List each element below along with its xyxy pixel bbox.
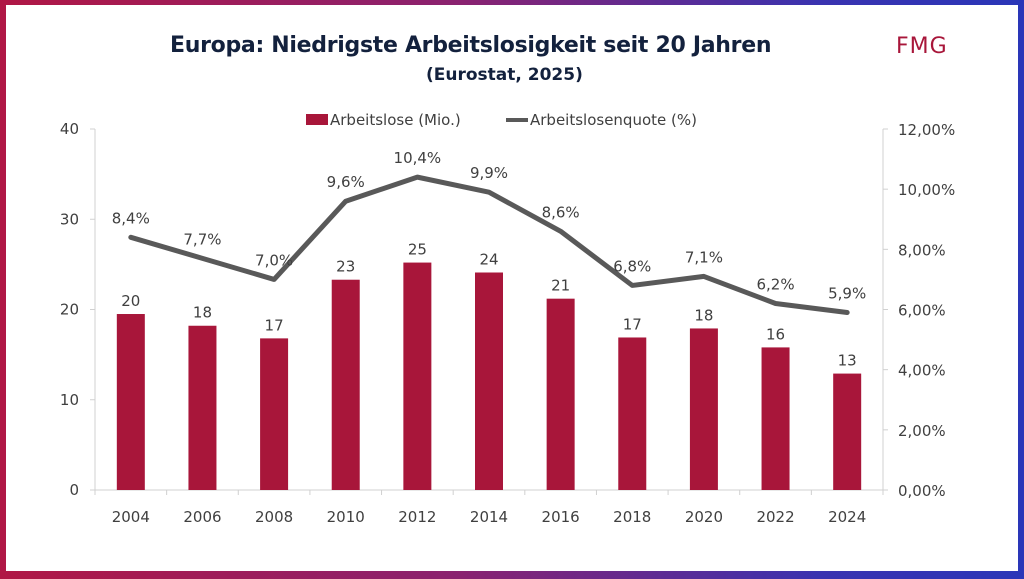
bar bbox=[331, 279, 360, 490]
line-data-label: 8,6% bbox=[542, 203, 580, 221]
bar-data-label: 17 bbox=[265, 316, 284, 334]
x-axis-tick-label: 2016 bbox=[542, 508, 580, 526]
bar bbox=[260, 338, 289, 490]
legend-swatch-bar bbox=[306, 114, 328, 125]
bar bbox=[546, 298, 575, 490]
bar bbox=[618, 337, 647, 490]
bar-data-label: 23 bbox=[336, 258, 355, 276]
right-axis-tick-label: 0,00% bbox=[898, 482, 946, 500]
x-axis-tick-label: 2018 bbox=[613, 508, 651, 526]
fmg-logo: FMG bbox=[896, 34, 948, 59]
legend-label-line: Arbeitslosenquote (%) bbox=[530, 111, 697, 129]
right-axis-tick-label: 10,00% bbox=[898, 181, 955, 199]
line-data-label: 7,1% bbox=[685, 248, 723, 266]
line-series bbox=[128, 174, 850, 316]
left-axis-tick-label: 30 bbox=[60, 210, 79, 228]
line-data-label: 7,0% bbox=[255, 251, 293, 269]
line-data-label: 9,6% bbox=[327, 173, 365, 191]
legend-label-bar: Arbeitslose (Mio.) bbox=[330, 111, 461, 129]
bar-data-label: 13 bbox=[838, 352, 857, 370]
bar bbox=[116, 314, 145, 490]
line-data-label: 9,9% bbox=[470, 164, 508, 182]
bar bbox=[689, 328, 718, 490]
bar bbox=[403, 262, 432, 490]
right-axis-tick-label: 4,00% bbox=[898, 362, 946, 380]
line-data-label: 7,7% bbox=[183, 230, 221, 248]
left-axis-tick-label: 20 bbox=[60, 301, 79, 319]
x-axis-tick-label: 2024 bbox=[828, 508, 866, 526]
right-axis-tick-label: 8,00% bbox=[898, 241, 946, 259]
line-data-label: 6,2% bbox=[756, 275, 794, 293]
bar-data-label: 18 bbox=[193, 304, 212, 322]
bar-data-label: 18 bbox=[694, 306, 713, 324]
axes: 0 10 20 30 40 0,00% 2,00% 4,00% 6,00% 8,00% 10,00%… bbox=[60, 120, 955, 526]
bar bbox=[833, 373, 862, 490]
right-axis-tick-label: 12,00% bbox=[898, 121, 955, 139]
x-axis-tick-label: 2022 bbox=[756, 508, 794, 526]
line-data-label: 5,9% bbox=[828, 285, 866, 303]
x-axis-tick-label: 2020 bbox=[685, 508, 723, 526]
x-axis-tick-label: 2006 bbox=[183, 508, 221, 526]
bar-data-label: 16 bbox=[766, 325, 785, 343]
right-axis-tick-label: 6,00% bbox=[898, 302, 946, 320]
bar-series bbox=[116, 262, 862, 490]
left-axis-tick-label: 10 bbox=[60, 391, 79, 409]
x-axis-tick-label: 2004 bbox=[112, 508, 150, 526]
legend: Arbeitslose (Mio.) Arbeitslosenquote (%) bbox=[306, 111, 697, 129]
line-data-label: 6,8% bbox=[613, 257, 651, 275]
bar-data-label: 21 bbox=[551, 277, 570, 295]
x-axis-tick-label: 2008 bbox=[255, 508, 293, 526]
x-axis-tick-label: 2010 bbox=[327, 508, 365, 526]
bar bbox=[475, 272, 503, 490]
right-axis-tick-label: 2,00% bbox=[898, 422, 946, 440]
left-axis-tick-label: 0 bbox=[69, 481, 79, 499]
bar bbox=[188, 325, 217, 490]
bar-data-label: 25 bbox=[408, 241, 427, 259]
left-axis-tick-label: 40 bbox=[60, 120, 79, 138]
line-data-label: 8,4% bbox=[112, 209, 150, 227]
line-data-label: 10,4% bbox=[394, 149, 442, 167]
chart-title: Europa: Niedrigste Arbeitslosigkeit seit… bbox=[170, 33, 772, 58]
bar-data-label: 24 bbox=[479, 250, 498, 268]
data-labels: 20 18 17 23 25 24 21 17 18 16 13 8,4% 7,7% 7,0% 9,6% 10… bbox=[112, 149, 866, 369]
bar-data-label: 17 bbox=[623, 315, 642, 333]
bar bbox=[761, 347, 790, 490]
x-axis-tick-label: 2012 bbox=[398, 508, 436, 526]
x-axis-tick-label: 2014 bbox=[470, 508, 508, 526]
bar-data-label: 20 bbox=[121, 292, 140, 310]
chart-subtitle: (Eurostat, 2025) bbox=[426, 65, 583, 85]
